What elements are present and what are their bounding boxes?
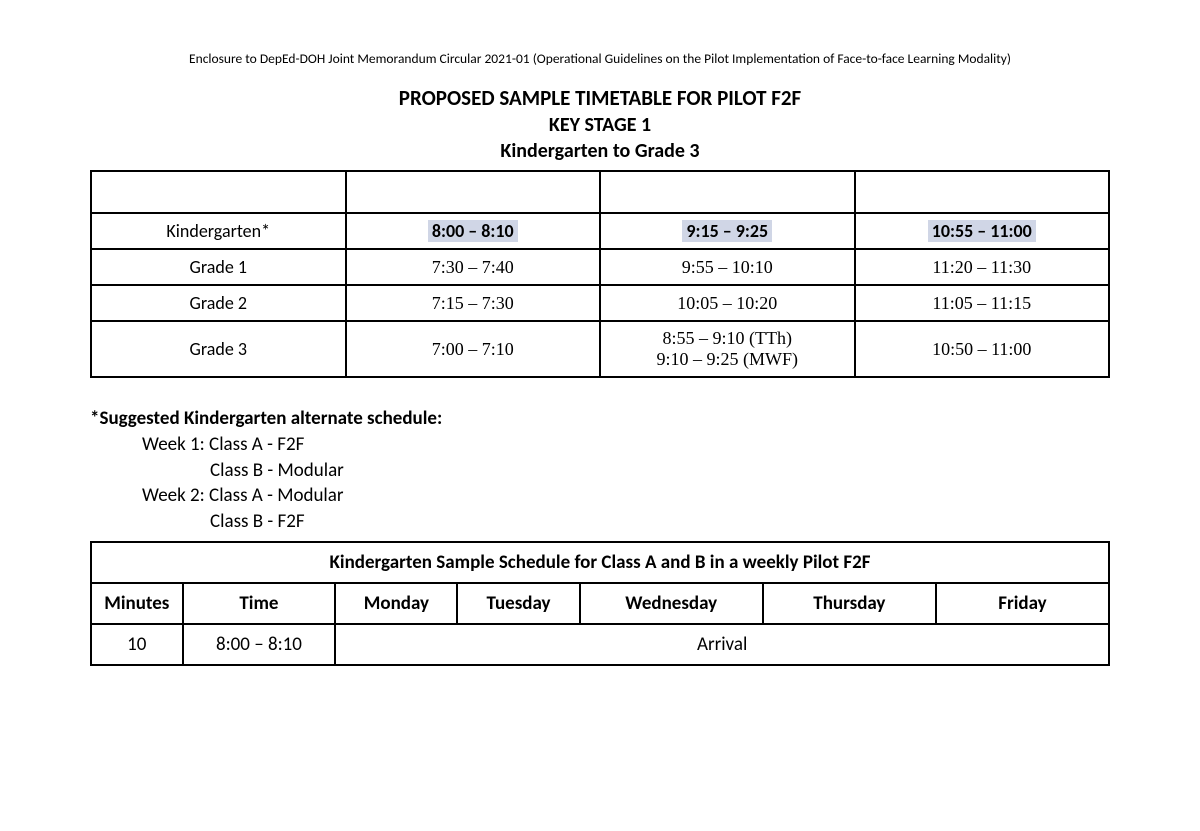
title-line-2: KEY STAGE 1 — [90, 112, 1110, 138]
table-row: Kindergarten* 8:00 – 8:10 9:15 – 9:25 10… — [91, 213, 1109, 249]
time-cell: 10:50 – 11:00 — [855, 321, 1110, 377]
enclosure-line: Enclosure to DepEd-DOH Joint Memorandum … — [90, 50, 1110, 67]
arrival-cell: Arrival — [335, 624, 1109, 665]
title-line-1: PROPOSED SAMPLE TIMETABLE FOR PILOT F2F — [90, 85, 1110, 112]
note-heading: *Suggested Kindergarten alternate schedu… — [90, 406, 1110, 432]
grade-label: Grade 3 — [91, 321, 346, 377]
grade-label: Grade 2 — [91, 285, 346, 321]
time-cell: 10:55 – 11:00 — [855, 213, 1110, 249]
grade-label: Kindergarten* — [91, 213, 346, 249]
time-cell: 8:00 – 8:10 — [346, 213, 601, 249]
schedule-caption-row: Kindergarten Sample Schedule for Class A… — [91, 542, 1109, 583]
grade-timetable: Kindergarten* 8:00 – 8:10 9:15 – 9:25 10… — [90, 170, 1110, 378]
time-cell: 9:15 – 9:25 — [600, 213, 855, 249]
time-cell: 7:15 – 7:30 — [346, 285, 601, 321]
time-cell: 11:05 – 11:15 — [855, 285, 1110, 321]
schedule-header-row: Minutes Time Monday Tuesday Wednesday Th… — [91, 583, 1109, 624]
schedule-data-row: 10 8:00 – 8:10 Arrival — [91, 624, 1109, 665]
col-header-minutes: Minutes — [91, 583, 183, 624]
note-line: Week 1: Class A - F2F — [90, 432, 1110, 458]
table-row: Grade 3 7:00 – 7:10 8:55 – 9:10 (TTh) 9:… — [91, 321, 1109, 377]
note-line: Class B - Modular — [90, 458, 1110, 484]
table-row: Grade 1 7:30 – 7:40 9:55 – 10:10 11:20 –… — [91, 249, 1109, 285]
col-header-friday: Friday — [936, 583, 1109, 624]
title-line-3: Kindergarten to Grade 3 — [90, 138, 1110, 164]
time-cell: 10:05 – 10:20 — [600, 285, 855, 321]
grade-label: Grade 1 — [91, 249, 346, 285]
time-value: 10:55 – 11:00 — [928, 220, 1036, 242]
minutes-cell: 10 — [91, 624, 183, 665]
time-cell: 9:55 – 10:10 — [600, 249, 855, 285]
col-header-thursday: Thursday — [763, 583, 936, 624]
col-header-time: Time — [183, 583, 336, 624]
alternate-schedule-note: *Suggested Kindergarten alternate schedu… — [90, 406, 1110, 534]
time-value: 9:15 – 9:25 — [682, 220, 772, 242]
col-header-monday: Monday — [335, 583, 457, 624]
col-header-wednesday: Wednesday — [580, 583, 763, 624]
time-value: 8:00 – 8:10 — [428, 220, 518, 242]
time-cell: 8:00 – 8:10 — [183, 624, 336, 665]
time-cell: 8:55 – 9:10 (TTh) 9:10 – 9:25 (MWF) — [600, 321, 855, 377]
time-cell: 7:30 – 7:40 — [346, 249, 601, 285]
timetable-blank-header — [91, 171, 1109, 213]
col-header-tuesday: Tuesday — [457, 583, 579, 624]
time-cell: 11:20 – 11:30 — [855, 249, 1110, 285]
table-row: Grade 2 7:15 – 7:30 10:05 – 10:20 11:05 … — [91, 285, 1109, 321]
note-line: Week 2: Class A - Modular — [90, 483, 1110, 509]
schedule-caption: Kindergarten Sample Schedule for Class A… — [91, 542, 1109, 583]
title-block: PROPOSED SAMPLE TIMETABLE FOR PILOT F2F … — [90, 85, 1110, 164]
time-cell: 7:00 – 7:10 — [346, 321, 601, 377]
note-line: Class B - F2F — [90, 509, 1110, 535]
kinder-weekly-schedule: Kindergarten Sample Schedule for Class A… — [90, 541, 1110, 666]
